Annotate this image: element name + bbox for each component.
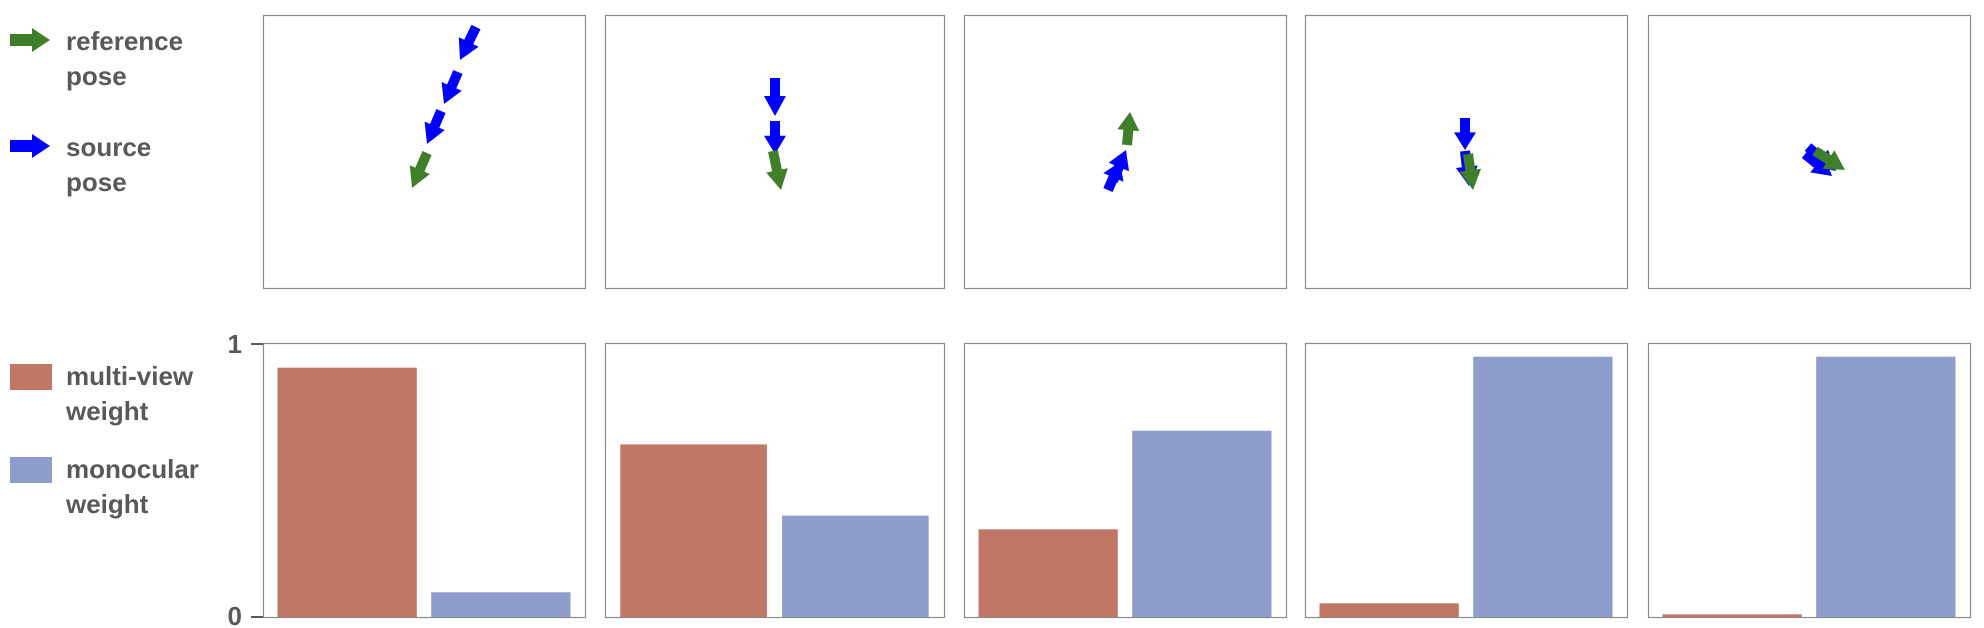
monocular-weight-bar [1816, 356, 1956, 617]
legend-label: monocular [66, 454, 199, 484]
legend-label: pose [66, 167, 127, 197]
multi-view-weight-bar [1319, 603, 1459, 617]
multi-view-weight-bar [978, 529, 1118, 617]
monocular-weight-bar [782, 515, 929, 617]
reference-pose-arrow-icon [1459, 153, 1482, 190]
reference-pose-arrow-icon [766, 150, 788, 190]
legend-label: pose [66, 61, 127, 91]
bar-panels [262, 342, 1972, 619]
reference-pose-arrow-icon [409, 151, 432, 188]
source-pose-arrow-icon [458, 24, 481, 60]
monocular-weight-bar [1132, 430, 1272, 617]
legend-label: source [66, 132, 151, 162]
source-pose-arrow-icon [1454, 118, 1476, 150]
legend-arrow-icon [10, 28, 50, 52]
reference-pose-arrow-icon [1812, 146, 1845, 170]
source-pose-arrow-icon [441, 70, 463, 104]
reference-pose-arrow-icon [1117, 112, 1140, 146]
source-pose-arrow-icon [764, 78, 786, 116]
source-pose-arrow-icon [764, 121, 786, 154]
legend-label: multi-view [66, 361, 194, 391]
legend-label: weight [65, 489, 149, 519]
multi-view-weight-bar [277, 367, 417, 617]
legend-label: reference [66, 26, 183, 56]
y-axis: 1 0 [228, 329, 263, 628]
pose-panels [262, 14, 1972, 290]
legend-swatch-icon [10, 364, 52, 390]
y-tick-label-bottom: 0 [228, 601, 242, 628]
source-pose-arrow-icon [424, 109, 446, 144]
legend-swatch-icon [10, 457, 52, 483]
legend-arrow-icon [10, 134, 50, 158]
y-tick-label-top: 1 [228, 329, 242, 359]
legend: reference pose source pose multi-view weight m… [10, 26, 199, 519]
multi-view-weight-bar [620, 444, 767, 617]
multi-view-weight-bar [1662, 614, 1802, 617]
legend-label: weight [65, 396, 149, 426]
source-pose-arrow-icon [1108, 150, 1129, 183]
monocular-weight-bar [431, 592, 571, 617]
monocular-weight-bar [1473, 356, 1613, 617]
